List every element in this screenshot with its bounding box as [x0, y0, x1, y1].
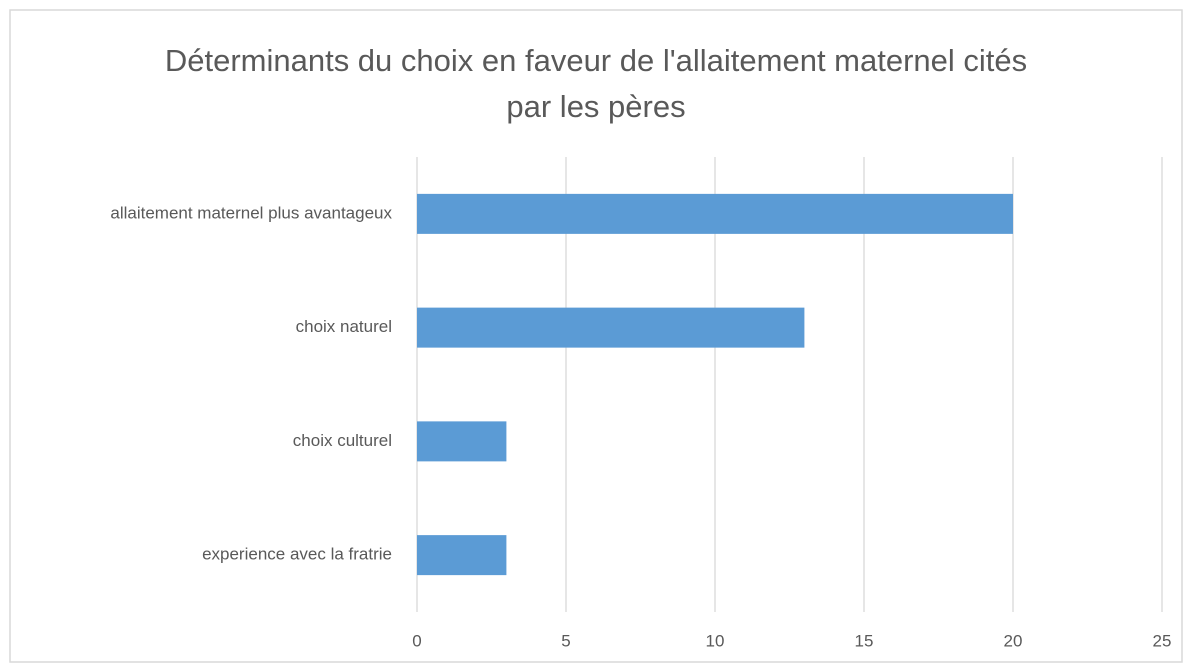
x-tick-label: 15	[855, 631, 874, 650]
x-tick-label: 5	[561, 631, 570, 650]
x-tick-label: 10	[706, 631, 725, 650]
chart-title: Déterminants du choix en faveur de l'all…	[164, 43, 1028, 124]
bar	[417, 535, 507, 576]
y-tick-label: experience avec la fratrie	[202, 545, 392, 564]
x-tick-label: 20	[1004, 631, 1023, 650]
y-tick-label: choix naturel	[296, 317, 392, 336]
y-tick-label: choix culturel	[293, 431, 392, 450]
x-tick-label: 25	[1153, 631, 1172, 650]
bar	[417, 193, 1013, 234]
bar	[417, 421, 507, 462]
bar	[417, 307, 805, 348]
x-tick-label: 0	[412, 631, 421, 650]
y-tick-label: allaitement maternel plus avantageux	[110, 203, 392, 222]
